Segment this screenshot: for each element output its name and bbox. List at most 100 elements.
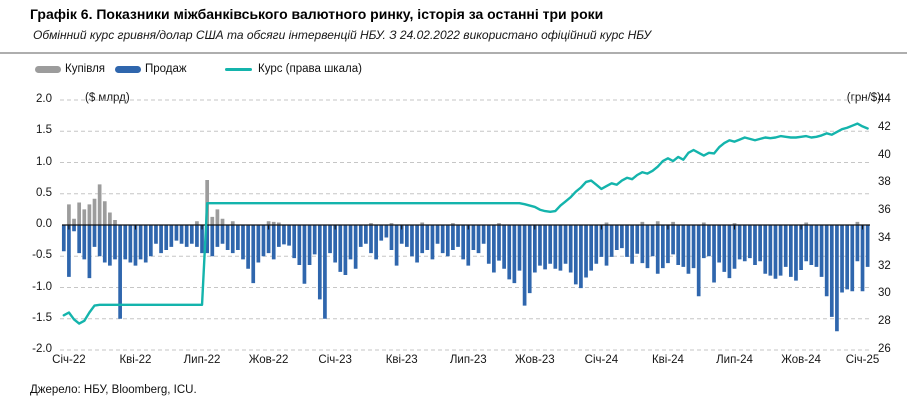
sell-bar bbox=[655, 225, 660, 274]
sell-bar bbox=[594, 225, 599, 264]
buy-bar bbox=[451, 223, 455, 225]
buy-bar bbox=[701, 222, 706, 225]
buy-bar bbox=[97, 184, 102, 225]
sell-bar bbox=[686, 225, 691, 274]
x-axis-tick-label: Січ-22 bbox=[52, 354, 86, 366]
sell-bar bbox=[67, 225, 71, 277]
sell-bar bbox=[307, 225, 312, 265]
sell-bar bbox=[456, 225, 460, 247]
sell-bar bbox=[635, 225, 640, 254]
sell-bar bbox=[804, 225, 809, 262]
sell-bar bbox=[379, 225, 384, 241]
left-axis-tick-label: 1.0 bbox=[36, 155, 52, 168]
sell-bar bbox=[384, 225, 389, 238]
sell-bar bbox=[261, 225, 266, 257]
buy-bar bbox=[655, 221, 660, 225]
buy-bar bbox=[92, 198, 97, 225]
buy-bar bbox=[604, 222, 609, 225]
sell-bar bbox=[481, 225, 486, 244]
chart-legend: Купівля Продаж Курс (права шкала) bbox=[35, 63, 895, 79]
sell-bar bbox=[783, 225, 788, 267]
sell-bar bbox=[164, 225, 169, 250]
sell-bar bbox=[471, 225, 476, 250]
sell-bar bbox=[159, 225, 163, 254]
x-axis-tick-label: Січ-25 bbox=[845, 354, 880, 366]
buy-bar bbox=[276, 222, 281, 225]
sell-bar bbox=[205, 225, 210, 254]
sell-bar bbox=[727, 225, 732, 279]
sell-bar bbox=[102, 225, 107, 263]
sell-bar bbox=[425, 225, 430, 250]
legend-rate-label: Курс (права шкала) bbox=[258, 63, 362, 75]
sell-bar bbox=[507, 225, 512, 280]
sell-bar bbox=[630, 225, 634, 264]
buy-bar bbox=[369, 223, 373, 225]
sell-bar bbox=[609, 225, 614, 257]
sell-bar bbox=[558, 225, 563, 271]
sell-bar bbox=[348, 225, 353, 260]
sell-bar bbox=[865, 225, 870, 267]
sell-bar bbox=[814, 225, 819, 267]
buy-bar bbox=[266, 221, 271, 225]
sell-bar bbox=[333, 225, 338, 263]
sell-bar bbox=[256, 225, 261, 263]
sell-bar bbox=[732, 225, 737, 269]
buy-bar bbox=[671, 221, 675, 225]
sell-bar bbox=[399, 225, 404, 244]
sell-bar bbox=[97, 225, 102, 257]
sell-bar bbox=[748, 225, 752, 259]
sell-bar bbox=[123, 225, 128, 260]
sell-bar bbox=[538, 225, 542, 266]
legend-item-sell: Продаж bbox=[115, 63, 187, 75]
sell-bar bbox=[666, 225, 670, 264]
plot-canvas bbox=[60, 99, 872, 351]
sell-bar bbox=[486, 225, 491, 264]
sell-bar bbox=[276, 225, 281, 247]
sell-bar bbox=[343, 225, 348, 275]
sell-bar bbox=[492, 225, 496, 273]
buy-bar bbox=[87, 204, 92, 225]
legend-buy-label: Купівля bbox=[65, 63, 106, 75]
sell-bar bbox=[445, 225, 450, 257]
buy-bar bbox=[855, 221, 860, 225]
sell-bar bbox=[287, 225, 291, 246]
sell-bar bbox=[573, 225, 578, 285]
right-axis-tick-label: 34 bbox=[878, 231, 891, 244]
buy-bar bbox=[389, 223, 394, 225]
sell-bar bbox=[497, 225, 501, 261]
sell-bar bbox=[353, 225, 358, 269]
right-axis-tick-label: 30 bbox=[878, 287, 891, 300]
sell-bar bbox=[773, 225, 778, 279]
sell-bar bbox=[440, 225, 445, 254]
sell-bar bbox=[691, 225, 696, 269]
buy-bar bbox=[210, 216, 215, 225]
sell-bar bbox=[614, 225, 619, 250]
sell-bar bbox=[328, 225, 332, 254]
right-axis-tick-label: 44 bbox=[878, 93, 891, 105]
legend-item-buy: Купівля bbox=[35, 63, 105, 75]
sell-bar bbox=[799, 225, 803, 270]
sell-bar bbox=[113, 225, 117, 260]
sell-bar bbox=[292, 225, 297, 259]
sell-bar bbox=[845, 225, 850, 290]
legend-sell-label: Продаж bbox=[145, 63, 187, 75]
sell-bar bbox=[788, 225, 793, 277]
sell-bar bbox=[604, 225, 609, 266]
sell-bar bbox=[241, 225, 245, 260]
sell-bar bbox=[829, 225, 834, 317]
sell-bar bbox=[282, 225, 286, 245]
sell-bar bbox=[517, 225, 522, 271]
sell-bar bbox=[72, 225, 76, 232]
buy-bar bbox=[67, 204, 71, 225]
sell-bar bbox=[758, 225, 762, 262]
sell-bar bbox=[737, 225, 742, 260]
x-axis-tick-label: Лип-22 bbox=[183, 354, 221, 366]
left-axis-tick-label: -1.0 bbox=[32, 280, 52, 293]
sell-bar bbox=[620, 225, 624, 249]
sell-bar bbox=[189, 225, 194, 244]
sell-bar bbox=[338, 225, 343, 272]
sell-bar bbox=[512, 225, 517, 284]
sell-bar bbox=[640, 225, 645, 264]
sell-bar bbox=[138, 225, 143, 260]
